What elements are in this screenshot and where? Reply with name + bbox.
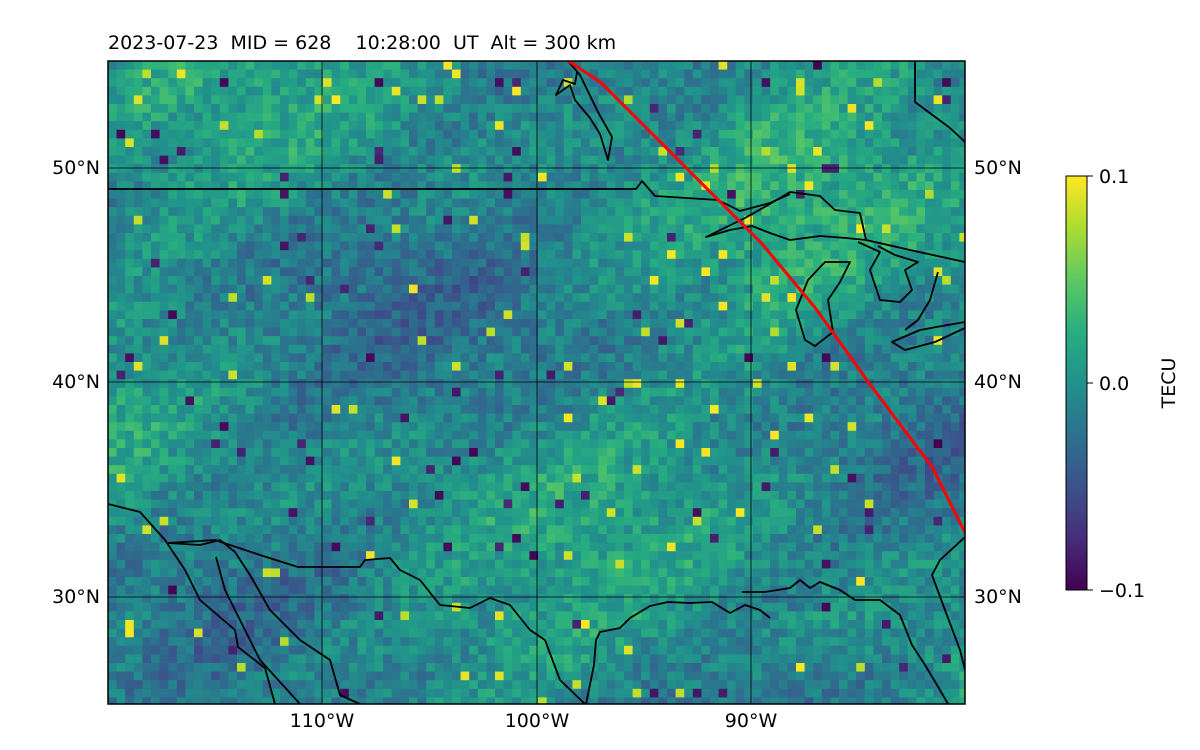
lat-tick-label-50n-right: 50°N	[974, 157, 1022, 179]
colorbar-gradient	[1065, 175, 1088, 591]
colorbar: 0.1 0.0 −0.1 TECU	[1065, 166, 1180, 602]
lon-tick-label-100w: 100°W	[505, 710, 570, 732]
lat-tick-label-40n-left: 40°N	[52, 371, 100, 393]
colorbar-tick-min: −0.1	[1099, 580, 1145, 602]
baja-california	[167, 539, 361, 704]
colorbar-label: TECU	[1158, 358, 1180, 410]
lat-tick-label-40n-right: 40°N	[974, 371, 1022, 393]
gulf-coast-us	[742, 579, 949, 704]
lake-erie-ontario	[891, 321, 965, 351]
lake-huron	[857, 241, 919, 303]
lat-tick-label-30n-left: 30°N	[52, 586, 100, 608]
pacific-coast	[108, 503, 276, 704]
lon-tick-label-90w: 90°W	[725, 710, 778, 732]
canada-east-border	[865, 239, 965, 263]
map-area	[108, 61, 965, 704]
lon-tick-label-110w: 110°W	[290, 710, 355, 732]
quebec-coast	[914, 61, 965, 143]
lake-michigan	[795, 261, 851, 347]
atlantic-coast	[931, 536, 965, 671]
us-mexico-border	[167, 539, 586, 704]
hudson-bay-coast	[555, 61, 613, 161]
us-canada-border	[108, 180, 791, 212]
ohio-shore	[904, 271, 939, 331]
grid-lines	[108, 61, 965, 704]
colorbar-tick-zero: 0.0	[1099, 373, 1129, 395]
gulf-of-california	[215, 556, 301, 704]
satellite-track	[567, 61, 965, 534]
colorbar-tick-max: 0.1	[1099, 166, 1129, 188]
gulf-coast-mexico	[585, 601, 771, 704]
lat-tick-label-50n-left: 50°N	[52, 157, 100, 179]
map-frame	[107, 60, 966, 705]
coastlines-and-borders	[108, 61, 965, 704]
map-title: 2023-07-23 MID = 628 10:28:00 UT Alt = 3…	[108, 32, 616, 54]
tec-perturbation-field	[108, 61, 965, 704]
lat-tick-label-30n-right: 30°N	[974, 586, 1022, 608]
